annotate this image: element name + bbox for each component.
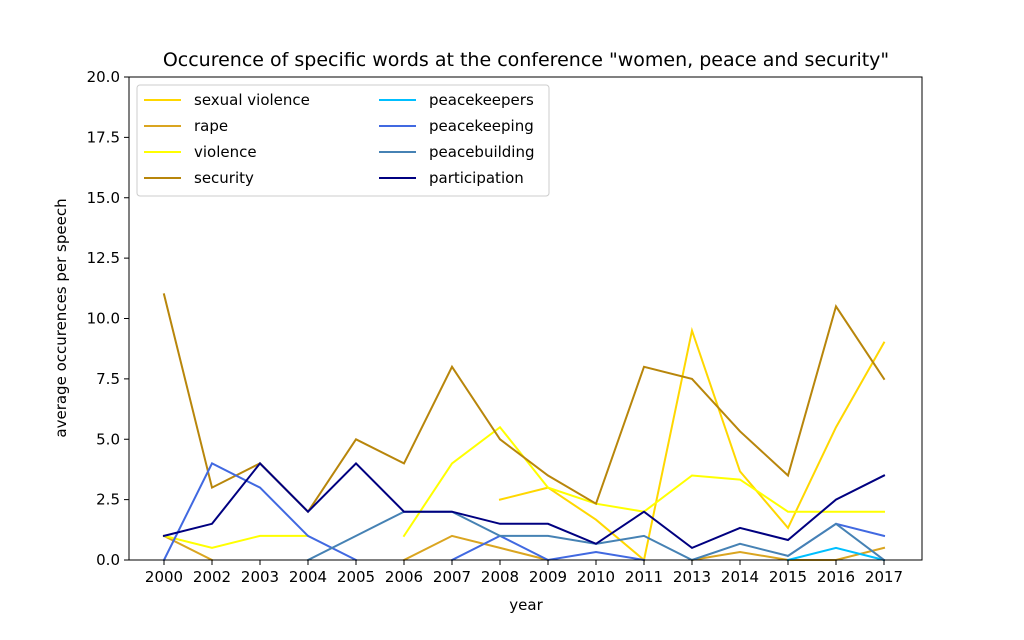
- series-line-security: [162, 293, 886, 514]
- x-tick-label: 2000: [145, 568, 183, 586]
- y-tick-label: 17.5: [87, 128, 120, 146]
- series-line-violence: [162, 425, 885, 549]
- legend-label: participation: [429, 169, 524, 187]
- legend-label: peacekeeping: [429, 117, 534, 135]
- x-tick-label: 2011: [625, 568, 663, 586]
- legend-label: sexual violence: [194, 91, 310, 109]
- y-tick-label: 7.5: [96, 370, 120, 388]
- x-tick-label: 2002: [193, 568, 231, 586]
- y-tick-label: 12.5: [87, 249, 120, 267]
- legend-label: violence: [194, 143, 257, 161]
- legend-box: [136, 84, 550, 197]
- x-tick-label: 2009: [529, 568, 567, 586]
- y-tick-label: 0.0: [96, 551, 120, 569]
- series-line-participation: [162, 461, 886, 550]
- x-tick-label: 2016: [817, 568, 855, 586]
- x-tick-label: 2017: [865, 568, 903, 586]
- series-layer: [162, 293, 886, 562]
- legend-label: peacebuilding: [429, 143, 535, 161]
- x-tick-label: 2014: [721, 568, 759, 586]
- x-tick-label: 2015: [769, 568, 807, 586]
- series-line-peacekeeping: [162, 462, 886, 562]
- x-tick-label: 2013: [673, 568, 711, 586]
- legend-label: rape: [194, 117, 228, 135]
- y-axis: 0.0 2.5 5.0 7.5 10.0 12.5 15.0 17.5 20.0: [87, 68, 129, 569]
- x-tick-label: 2005: [337, 568, 375, 586]
- series-line-sexual-violence: [498, 326, 886, 562]
- legend-label: peacekeepers: [429, 91, 534, 109]
- y-tick-label: 15.0: [87, 189, 120, 207]
- x-tick-label: 2006: [385, 568, 423, 586]
- chart-title: Occurence of specific words at the confe…: [163, 49, 889, 71]
- x-tick-label: 2010: [577, 568, 615, 586]
- y-tick-label: 5.0: [96, 430, 120, 448]
- y-tick-label: 20.0: [87, 68, 120, 86]
- x-axis: 2000 2002 2003 2004 2005 2006 2007 2008 2009 2010…: [145, 560, 903, 586]
- legend: sexual violence rape violence security peace…: [136, 84, 550, 197]
- legend-label: security: [194, 169, 254, 187]
- x-tick-label: 2003: [241, 568, 279, 586]
- y-tick-label: 10.0: [87, 310, 120, 328]
- y-axis-title: average occurences per speech: [52, 198, 70, 437]
- x-tick-label: 2008: [481, 568, 519, 586]
- x-axis-title: year: [509, 596, 543, 614]
- y-tick-label: 2.5: [96, 491, 120, 509]
- series-line-peacekeepers: [786, 546, 886, 562]
- x-tick-label: 2007: [433, 568, 471, 586]
- x-tick-label: 2004: [289, 568, 327, 586]
